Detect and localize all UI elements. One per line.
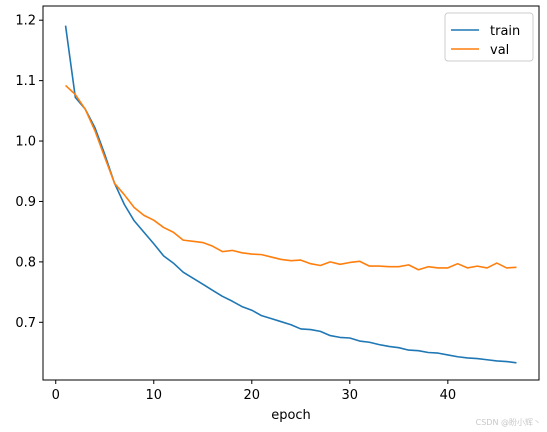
series-line-val <box>65 84 517 271</box>
y-tick-label: 0.7 <box>15 316 36 331</box>
x-tick-label: 40 <box>440 388 457 403</box>
x-tick-label: 10 <box>145 388 162 403</box>
x-axis-ticks: 0 10 20 30 40 <box>52 380 457 403</box>
watermark-text: CSDN @盼小辉丶 <box>475 418 541 427</box>
plot-background <box>43 6 539 380</box>
y-axis-ticks: 0.7 0.8 0.9 1.0 1.1 1.2 <box>15 14 43 331</box>
y-tick-label: 1.0 <box>15 135 36 150</box>
y-tick-label: 1.1 <box>15 74 36 89</box>
x-tick-label: 0 <box>52 388 60 403</box>
y-tick-label: 0.8 <box>15 255 36 270</box>
y-tick-label: 0.9 <box>15 195 36 210</box>
series-line-train <box>64 25 517 364</box>
legend: train val <box>444 12 534 62</box>
y-tick-label: 1.2 <box>15 14 36 29</box>
x-tick-label: 30 <box>342 388 359 403</box>
x-tick-label: 20 <box>244 388 261 403</box>
legend-label-val: val <box>490 43 509 58</box>
plot-frame <box>42 5 540 381</box>
legend-label-train: train <box>490 24 520 39</box>
series-layer <box>64 25 517 364</box>
x-axis-label: epoch <box>271 408 311 423</box>
